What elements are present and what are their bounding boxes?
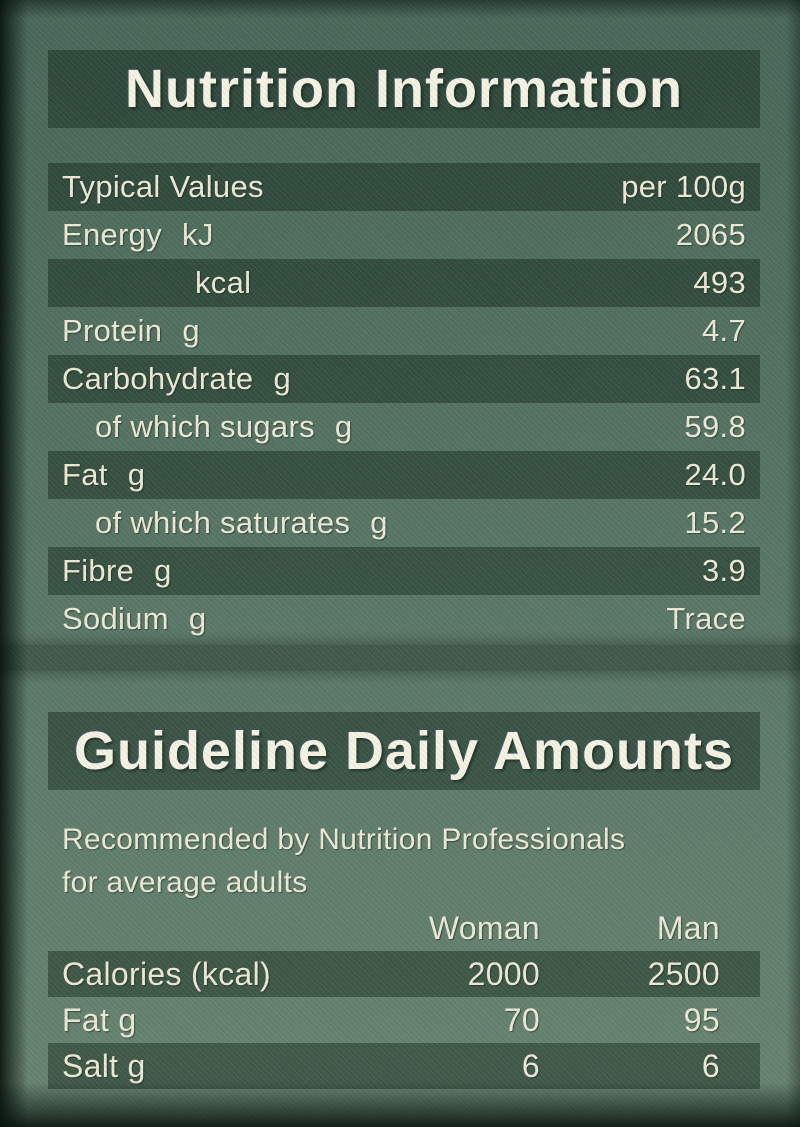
row-label: Salt g [62, 1047, 146, 1084]
gda-row-fat: Fat g 70 95 [48, 997, 760, 1043]
table-row-sodium: Sodium g Trace [48, 595, 760, 643]
col-header-woman: Woman [428, 909, 540, 946]
row-label: Sodium [62, 601, 169, 636]
row-unit: g [273, 361, 291, 396]
row-label: Protein [62, 313, 163, 348]
table-row-protein: Protein g 4.7 [48, 307, 760, 355]
table-row-sugars: of which sugars g 59.8 [48, 403, 760, 451]
row-unit: g [334, 409, 353, 444]
gda-row-calories: Calories (kcal) 2000 2500 [48, 951, 760, 997]
row-unit: kJ [182, 217, 214, 252]
table-row-energy-kj: Energy kJ 2065 [48, 211, 760, 259]
row-value-man: 2500 [647, 955, 720, 992]
gda-note-line2: for average adults [62, 866, 308, 899]
row-value: 493 [693, 265, 746, 300]
nutrition-title-band: Nutrition Information [48, 50, 760, 128]
row-value: 4.7 [702, 313, 746, 348]
row-value-woman: 2000 [467, 955, 540, 992]
row-value-man: 6 [701, 1047, 720, 1084]
gda-title-band: Guideline Daily Amounts [48, 712, 760, 790]
row-value: 3.9 [702, 553, 746, 588]
row-label: Energy [62, 217, 163, 252]
nutrition-table: Typical Values per 100g Energy kJ 2065 kc… [48, 163, 760, 643]
gda-table: Woman Man Calories (kcal) 2000 2500 Fat … [48, 905, 760, 1089]
row-value: 15.2 [684, 505, 746, 540]
row-unit: g [182, 313, 200, 348]
gda-row-salt: Salt g 6 6 [48, 1043, 760, 1089]
table-row-fibre: Fibre g 3.9 [48, 547, 760, 595]
row-value: 59.8 [684, 409, 746, 444]
row-value-woman: 70 [503, 1001, 540, 1038]
gda-title: Guideline Daily Amounts [73, 721, 735, 781]
row-value: 63.1 [684, 361, 746, 396]
row-value: 24.0 [684, 457, 746, 492]
row-label: of which sugars [95, 409, 315, 444]
row-unit: g [370, 505, 388, 540]
col-header-man: Man [656, 909, 720, 946]
row-unit: g [127, 457, 146, 492]
table-row-saturates: of which saturates g 15.2 [48, 499, 760, 547]
row-label: Calories (kcal) [62, 955, 271, 992]
row-unit: g [188, 601, 207, 636]
row-value-man: 95 [683, 1001, 720, 1038]
row-unit: g [154, 553, 172, 588]
nutrition-title: Nutrition Information [125, 59, 683, 119]
row-value: per 100g [621, 169, 746, 204]
row-label: Fat g [62, 1001, 137, 1038]
table-row-carbohydrate: Carbohydrate g 63.1 [48, 355, 760, 403]
table-row-energy-kcal: kcal 493 [48, 259, 760, 307]
row-label: Typical Values [62, 169, 264, 204]
row-label: of which saturates [95, 505, 351, 540]
table-row-typical-values: Typical Values per 100g [48, 163, 760, 211]
package-crease-shadow [0, 645, 800, 671]
gda-note: Recommended by Nutrition Professionals f… [62, 818, 752, 904]
row-value-woman: 6 [521, 1047, 540, 1084]
row-label: Carbohydrate [62, 361, 254, 396]
table-row-fat: Fat g 24.0 [48, 451, 760, 499]
row-label: Fat [62, 457, 108, 492]
row-value: Trace [666, 601, 746, 636]
row-value: 2065 [675, 217, 746, 252]
gda-note-line1: Recommended by Nutrition Professionals [62, 823, 626, 856]
row-label: Fibre [62, 553, 135, 588]
row-unit: kcal [195, 265, 252, 300]
gda-header-row: Woman Man [48, 905, 760, 951]
